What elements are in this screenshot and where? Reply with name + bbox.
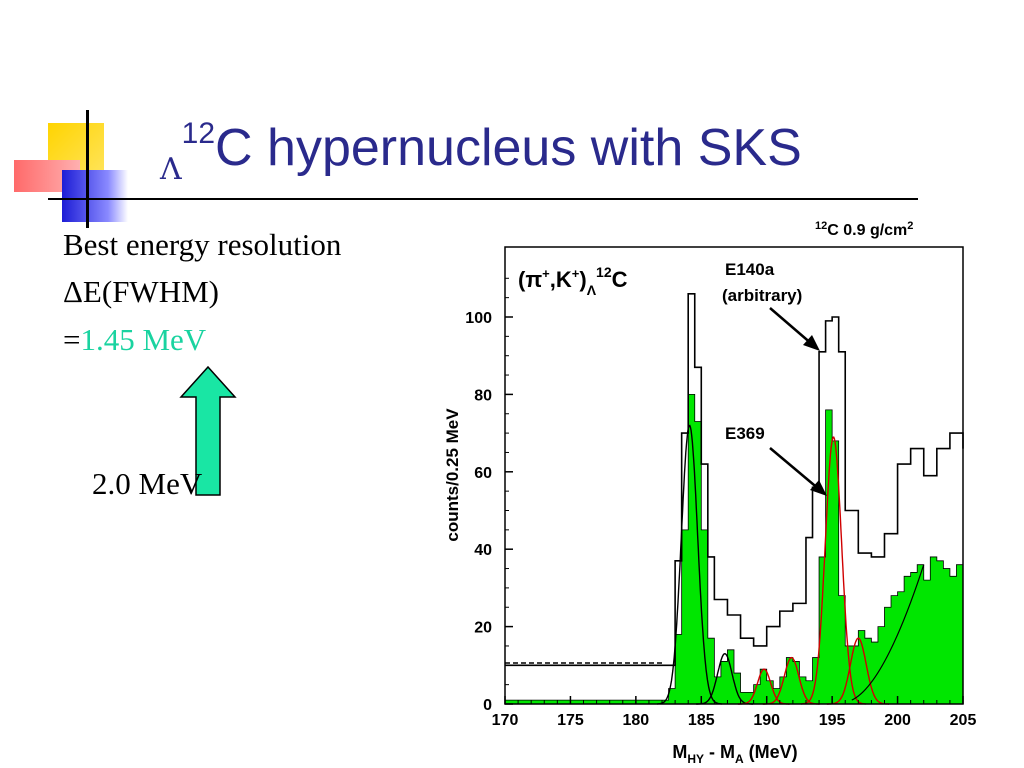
reaction-label: (π+,K+)Λ12C: [518, 264, 628, 298]
x-axis-label: MHY - MA (MeV): [672, 742, 797, 765]
e140a-arrow: [769, 307, 814, 346]
fit-peak-6: [826, 637, 890, 705]
fit-peak-2: [696, 652, 753, 705]
x-tick-label: 185: [688, 712, 715, 729]
e369-arrowhead: [810, 480, 827, 496]
e369-label: E369: [725, 424, 765, 443]
target-label: 12C 0.9 g/cm2: [815, 220, 913, 239]
fit-peak-3: [737, 668, 790, 705]
y-tick-label: 80: [474, 387, 492, 404]
x-tick-label: 175: [557, 712, 584, 729]
title-mass-superscript: 12: [181, 117, 216, 150]
fit-peak-5: [801, 436, 866, 705]
x-tick-label: 170: [492, 712, 519, 729]
e140a-arrowhead: [803, 335, 820, 351]
y-tick-label: 20: [474, 620, 492, 637]
x-tick-label: 190: [753, 712, 780, 729]
blue-square-decoration: [62, 170, 128, 222]
body-line-value: =1.45 MeV: [63, 324, 206, 355]
fit-curves-overlay: [657, 424, 925, 705]
x-axis: 170 175 180 185 190 195 200 205: [492, 696, 977, 729]
y-tick-label: 100: [465, 310, 492, 327]
y-tick-label: 0: [483, 697, 492, 714]
title-text: C hypernucleus with SKS: [215, 119, 802, 177]
slide-title: Λ12C hypernucleus with SKS: [160, 119, 802, 185]
spectrum-chart: 170 175 180 185 190 195 200 205 0 20 40 60 80 100 MH…: [443, 220, 977, 765]
x-tick-label: 195: [819, 712, 846, 729]
y-axis-label: counts/0.25 MeV: [443, 408, 462, 542]
series-e369-fill: [504, 394, 964, 705]
body-line-resolution: Best energy resolution: [63, 227, 342, 262]
background-curve: [851, 564, 925, 701]
up-arrow-icon: [179, 365, 237, 496]
e369-arrow: [769, 447, 821, 491]
e140a-sublabel: (arbitrary): [722, 286, 802, 305]
x-tick-label: 205: [950, 712, 977, 729]
plot-frame: [504, 246, 964, 705]
horizontal-rule: [48, 198, 918, 200]
e140a-label: E140a: [725, 260, 775, 279]
body-line-fwhm: ΔE(FWHM): [63, 274, 219, 309]
arrow-note: 2.0 MeV: [92, 466, 203, 501]
title-lambda-subscript: Λ: [160, 152, 182, 187]
y-tick-label: 60: [474, 465, 492, 482]
y-axis: 0 20 40 60 80 100: [465, 277, 513, 714]
fit-peak-4: [762, 656, 820, 705]
series-e140a-line: [505, 292, 964, 667]
equals-sign: =: [63, 322, 81, 357]
x-tick-label: 200: [884, 712, 911, 729]
resolution-value: 1.45 MeV: [80, 322, 207, 357]
vertical-rule: [86, 110, 89, 228]
y-tick-label: 40: [474, 542, 492, 559]
x-tick-label: 180: [623, 712, 650, 729]
